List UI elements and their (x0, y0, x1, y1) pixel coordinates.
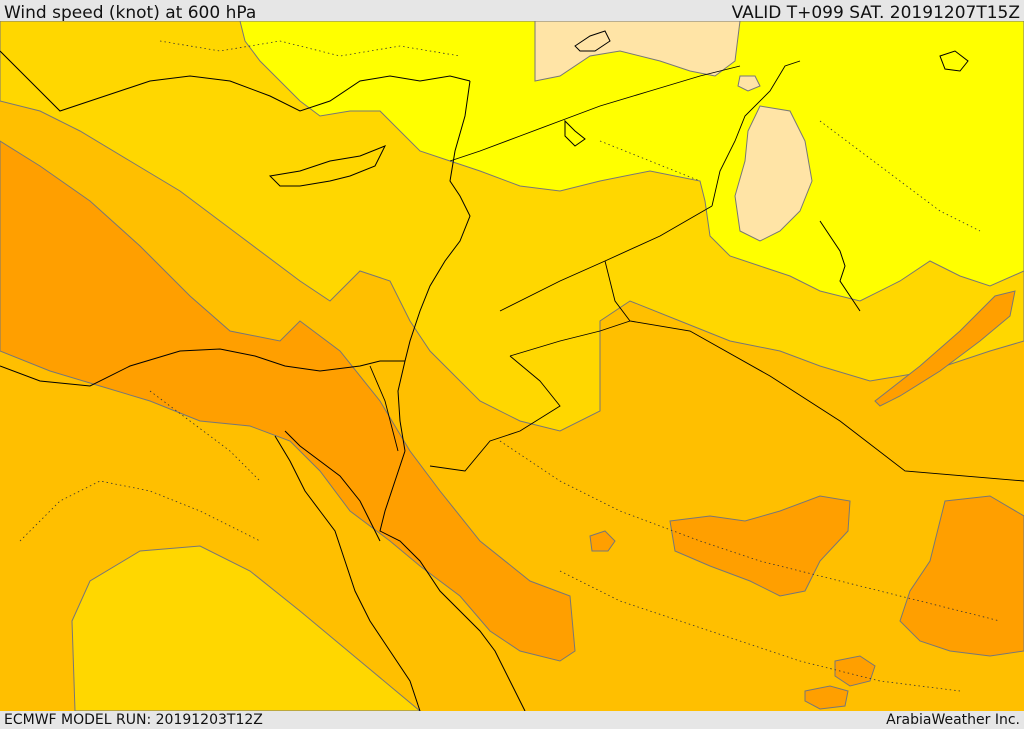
band-lightest-north (534, 21, 741, 82)
band-orange-east-2 (899, 495, 1024, 657)
credit: ArabiaWeather Inc. (886, 712, 1020, 728)
model-run: ECMWF MODEL RUN: 20191203T12Z (4, 712, 263, 728)
band-lightest-small (737, 75, 761, 92)
map-canvas (0, 21, 1024, 711)
coastlines (0, 30, 969, 711)
wind-speed-map (0, 21, 1024, 711)
band-orange-small-3 (589, 530, 616, 552)
band-orange-east-3 (874, 290, 1016, 407)
map-title: Wind speed (knot) at 600 hPa (4, 3, 257, 23)
band-yellow-northeast (239, 21, 1024, 302)
band-orange-west (0, 140, 576, 662)
band-orange-east-1 (669, 495, 851, 597)
valid-time: VALID T+099 SAT. 20191207T15Z (731, 3, 1020, 23)
band-orange-small-1 (834, 655, 876, 687)
internal-boundaries (19, 40, 1001, 692)
band-gold-southwest (71, 545, 421, 711)
band-lightest-center (734, 105, 813, 242)
band-orange-small-2 (804, 685, 849, 710)
country-borders (369, 60, 1024, 482)
